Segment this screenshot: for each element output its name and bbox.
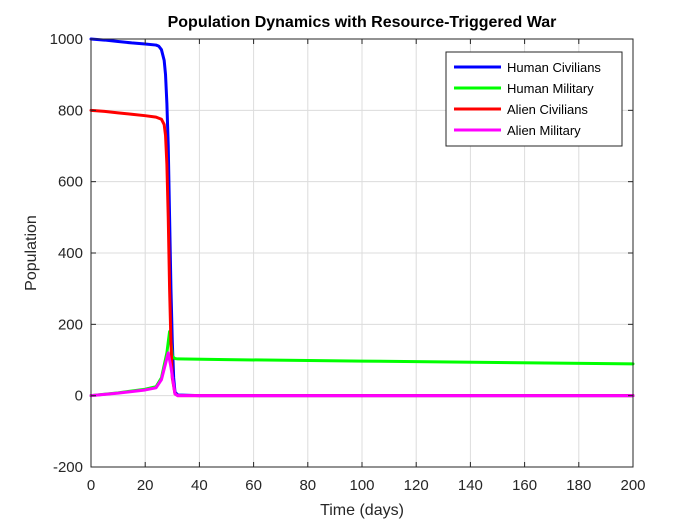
legend: Human Civilians Human Military Alien Civil… — [445, 51, 623, 147]
legend-entry: Human Military — [507, 81, 594, 96]
legend-entry: Alien Military — [507, 123, 581, 138]
series-layer — [89, 37, 635, 398]
y-tick-label: 600 — [58, 174, 83, 191]
x-tick-label: 40 — [191, 477, 208, 494]
y-axis-label: Population — [23, 215, 40, 291]
x-tick-label: 0 — [87, 477, 95, 494]
x-tick-label: 20 — [137, 477, 154, 494]
y-tick-label: 200 — [58, 316, 83, 333]
series-line-4 — [89, 351, 635, 398]
ticks: 0 20 40 60 80 100 120 140 160 180 200-200020040060… — [50, 31, 646, 494]
x-tick-label: 160 — [512, 477, 537, 494]
chart-title: Population Dynamics with Resource-Trigge… — [168, 14, 557, 31]
y-tick-label: 800 — [58, 102, 83, 119]
y-tick-label: -200 — [53, 459, 83, 476]
y-tick-label: 0 — [75, 388, 83, 405]
x-tick-label: 180 — [566, 477, 591, 494]
x-tick-label: 80 — [299, 477, 316, 494]
x-axis-label: Time (days) — [320, 502, 404, 519]
x-tick-label: 200 — [620, 477, 645, 494]
x-tick-label: 60 — [245, 477, 262, 494]
y-tick-label: 400 — [58, 245, 83, 262]
x-tick-label: 100 — [349, 477, 374, 494]
x-tick-label: 140 — [458, 477, 483, 494]
legend-entry: Alien Civilians — [507, 102, 588, 117]
x-tick-label: 120 — [404, 477, 429, 494]
y-tick-label: 1000 — [50, 31, 83, 48]
legend-entry: Human Civilians — [507, 60, 601, 75]
